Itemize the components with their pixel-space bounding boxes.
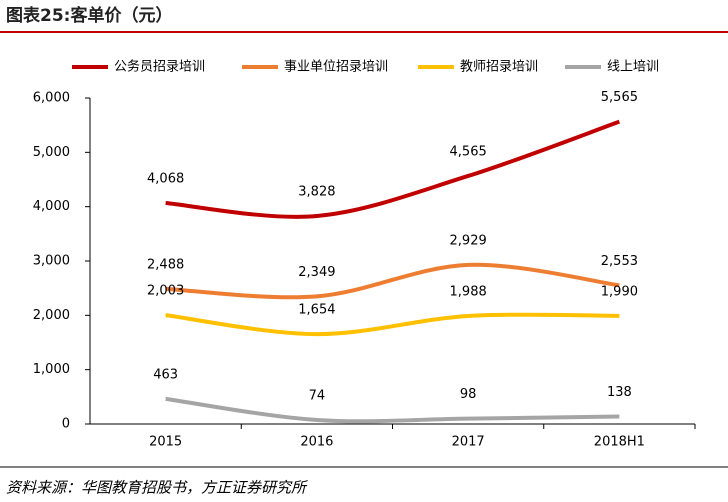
y-tick-label: 0 xyxy=(62,417,70,432)
data-label: 5,565 xyxy=(601,90,638,105)
data-label: 2,488 xyxy=(147,257,184,272)
data-label: 2,349 xyxy=(298,265,335,280)
series-line xyxy=(165,119,621,219)
x-tick-label: 2016 xyxy=(300,435,333,450)
y-tick-label: 3,000 xyxy=(33,254,70,269)
y-tick-label: 6,000 xyxy=(33,91,70,106)
legend-label: 公务员招录培训 xyxy=(114,59,205,75)
y-tick-label: 2,000 xyxy=(33,308,70,323)
data-label: 4,565 xyxy=(450,144,487,159)
x-tick-label: 2015 xyxy=(149,435,182,450)
x-tick-label: 2018H1 xyxy=(594,435,645,450)
data-label: 4,068 xyxy=(147,171,184,186)
data-label: 3,828 xyxy=(298,185,335,200)
data-label: 98 xyxy=(460,387,477,402)
data-label: 1,654 xyxy=(298,303,335,318)
data-label: 2,003 xyxy=(147,284,184,299)
data-label: 2,929 xyxy=(450,233,487,248)
data-label: 2,553 xyxy=(601,254,638,269)
source-note: 资料来源：华图教育招股书，方正证券研究所 xyxy=(6,479,308,497)
series-line xyxy=(165,312,620,337)
y-tick-label: 1,000 xyxy=(33,362,70,377)
x-tick-label: 2017 xyxy=(452,435,485,450)
series-line xyxy=(165,262,620,300)
data-label: 74 xyxy=(309,388,326,403)
chart-title: 图表25:客单价（元） xyxy=(6,5,172,26)
data-label: 1,988 xyxy=(450,284,487,299)
legend-label: 线上培训 xyxy=(607,59,659,75)
series-line xyxy=(165,396,620,424)
data-label: 463 xyxy=(153,367,178,382)
y-tick-label: 4,000 xyxy=(33,199,70,214)
legend-label: 事业单位招录培训 xyxy=(284,59,388,75)
data-label: 138 xyxy=(607,385,632,400)
legend-label: 教师招录培训 xyxy=(460,59,538,75)
y-tick-label: 5,000 xyxy=(33,145,70,160)
data-label: 1,990 xyxy=(601,284,638,299)
